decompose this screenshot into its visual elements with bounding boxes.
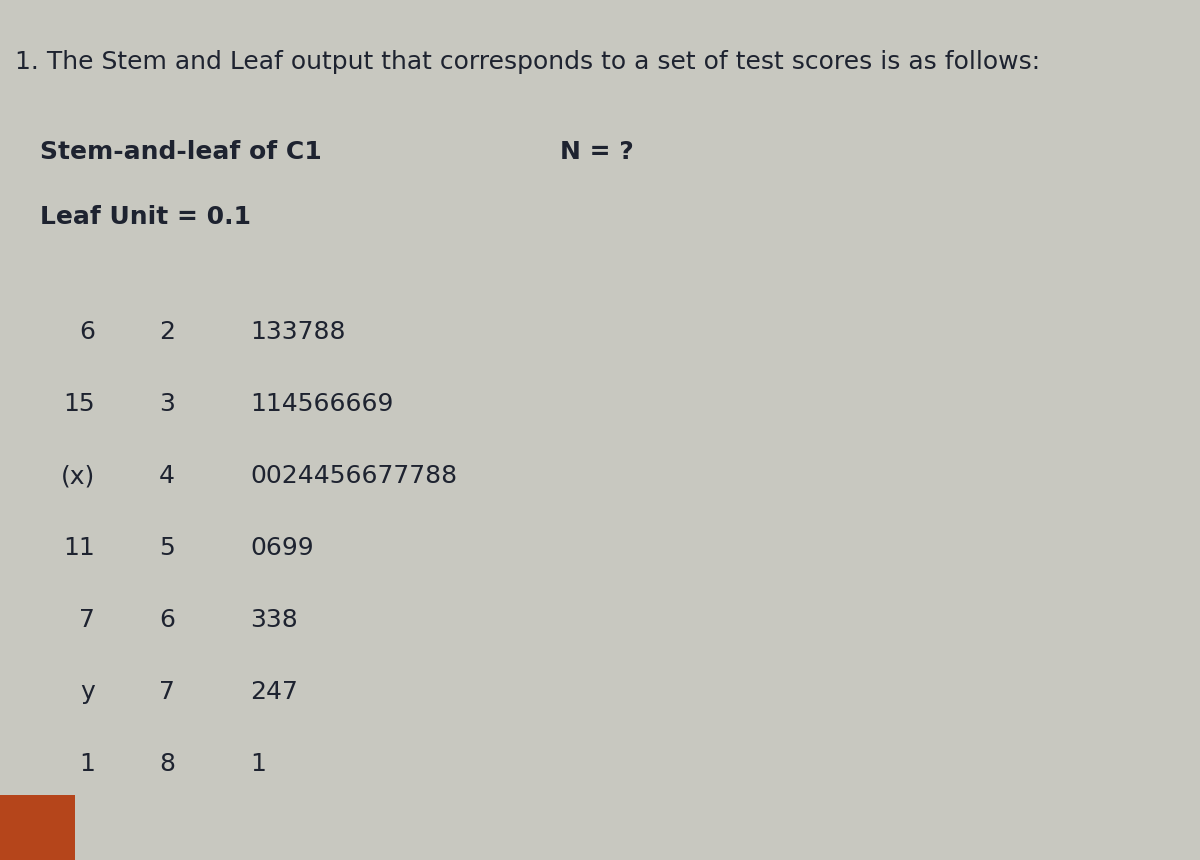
Text: 6: 6: [79, 320, 95, 344]
FancyBboxPatch shape: [0, 795, 74, 860]
Text: 114566669: 114566669: [250, 392, 394, 416]
Text: 0699: 0699: [250, 536, 313, 560]
Text: 7: 7: [79, 608, 95, 632]
Text: 0024456677788: 0024456677788: [250, 464, 457, 488]
Text: 247: 247: [250, 680, 298, 704]
Text: 8: 8: [158, 752, 175, 776]
Text: 6: 6: [158, 608, 175, 632]
Text: 7: 7: [160, 680, 175, 704]
Text: 15: 15: [64, 392, 95, 416]
Text: (x): (x): [61, 464, 95, 488]
Text: 2: 2: [158, 320, 175, 344]
Text: 5: 5: [160, 536, 175, 560]
Text: 338: 338: [250, 608, 298, 632]
Text: 133788: 133788: [250, 320, 346, 344]
Text: 1. The Stem and Leaf output that corresponds to a set of test scores is as follo: 1. The Stem and Leaf output that corresp…: [14, 50, 1040, 74]
Text: Leaf Unit = 0.1: Leaf Unit = 0.1: [40, 205, 251, 229]
Text: 3: 3: [160, 392, 175, 416]
Text: N = ?: N = ?: [560, 140, 634, 164]
Text: Stem-and-leaf of C1: Stem-and-leaf of C1: [40, 140, 322, 164]
Text: 1: 1: [250, 752, 266, 776]
Text: 11: 11: [64, 536, 95, 560]
Text: 4: 4: [158, 464, 175, 488]
Text: 1: 1: [79, 752, 95, 776]
Text: y: y: [80, 680, 95, 704]
